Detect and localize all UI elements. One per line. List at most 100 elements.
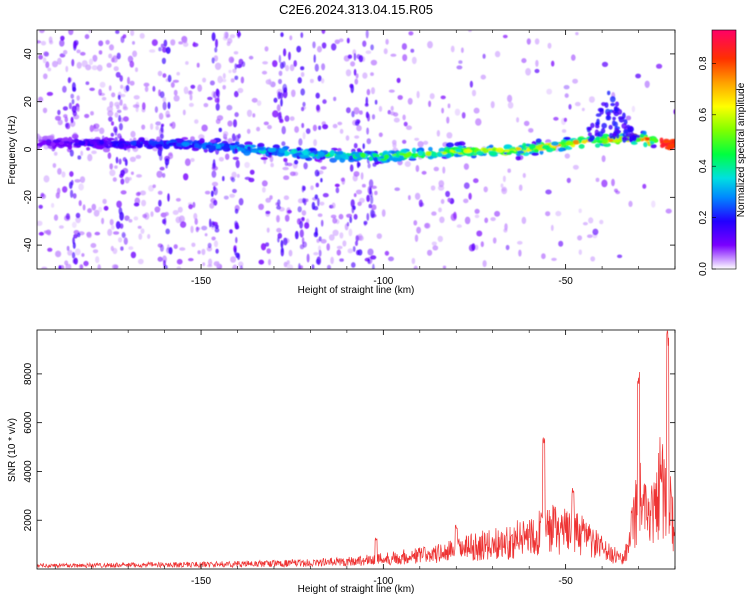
heatmap-cell [502,175,506,182]
heatmap-cell [614,188,618,193]
heatmap-cell [494,210,501,217]
heatmap-cell [315,92,320,99]
heatmap-cell [283,48,287,57]
heatmap-cell [160,43,165,48]
heatmap-cell [144,86,149,92]
heatmap-cell [313,206,319,211]
heatmap-cell [222,85,226,90]
heatmap-cell [150,123,154,130]
heatmap-cell [368,179,374,188]
x-tick-label: -50 [558,276,573,287]
heatmap-cell [97,64,103,72]
heatmap-cell [55,250,62,258]
heatmap-cell [283,175,290,180]
heatmap-cell [318,125,322,130]
heatmap-cell [278,78,282,85]
heatmap-cell [560,141,565,145]
heatmap-cell [119,223,124,229]
heatmap-cell [158,199,162,207]
heatmap-cell [402,54,408,62]
heatmap-cell [525,68,531,76]
heatmap-cell [213,55,219,62]
heatmap-cell [218,157,224,162]
heatmap-cell [176,71,180,76]
heatmap-cell [346,107,351,114]
heatmap-cell [330,149,335,156]
heatmap-cell [260,243,267,251]
heatmap-cell [71,252,76,259]
heatmap-cell [665,208,672,214]
heatmap-cell [60,35,65,41]
heatmap-cell [545,211,551,217]
heatmap-cell [162,101,167,111]
heatmap-cell [534,68,540,74]
heatmap-cell [195,226,199,233]
heatmap-cell [52,163,57,168]
heatmap-cell [351,262,356,268]
heatmap-cell [463,163,469,170]
heatmap-cell [214,224,219,229]
heatmap-cell [599,219,604,225]
heatmap-cell [115,156,119,164]
heatmap-cell [246,146,252,150]
heatmap-cell [213,185,216,192]
heatmap-cell [182,39,188,44]
heatmap-cell [246,128,251,134]
heatmap-cell [85,64,92,71]
heatmap-cell [350,84,354,94]
heatmap-cell [155,121,162,126]
heatmap-cell [608,124,613,130]
heatmap-cell [269,195,273,200]
heatmap-cell [353,213,358,220]
heatmap-cell [88,58,94,66]
heatmap-cell [336,249,341,256]
heatmap-cell [298,263,301,269]
heatmap-cell [370,59,378,66]
heatmap-cell [309,78,314,84]
colorbar-gradient [711,29,737,270]
heatmap-cell [546,88,553,95]
heatmap-cell [332,229,339,236]
heatmap-cell [558,240,564,247]
heatmap-cell [132,50,138,58]
heatmap-cell [68,136,73,143]
heatmap-cell [109,163,113,170]
heatmap-cell [232,156,239,160]
heatmap-cell [388,89,395,93]
heatmap-cell [92,54,98,62]
heatmap-cell [287,209,292,214]
heatmap-cell [70,116,74,124]
heatmap-cell [300,88,306,96]
heatmap-cell [249,169,255,175]
colorbar-tick-label: 0.8 [698,56,709,70]
heatmap-cell [189,94,193,101]
heatmap-cell [437,235,443,243]
heatmap-cell [93,209,100,217]
heatmap-cell [272,60,278,68]
heatmap-cell [288,249,293,257]
heatmap-cell [299,220,303,229]
heatmap-cell [456,65,463,70]
heatmap-cell [592,228,599,236]
heatmap-cell [276,227,282,233]
heatmap-cell [578,208,582,214]
heatmap-cell [154,206,161,213]
colorbar-tick-label: 0.4 [698,159,709,173]
heatmap-cell [150,211,154,217]
heatmap-cell [110,140,119,144]
heatmap-cell [349,216,353,224]
heatmap-cell [376,233,382,240]
heatmap-cell [70,189,74,198]
heatmap-cell [252,113,256,118]
heatmap-cell [193,213,198,220]
heatmap-cell [135,67,138,72]
heatmap-cell [78,183,84,191]
heatmap-cell [393,117,400,123]
heatmap-cell [196,62,200,68]
heatmap-cell [355,240,358,246]
heatmap-cell [155,143,164,147]
heatmap-cell [305,128,311,135]
heatmap-cell [188,102,194,107]
heatmap-cell [172,79,179,83]
